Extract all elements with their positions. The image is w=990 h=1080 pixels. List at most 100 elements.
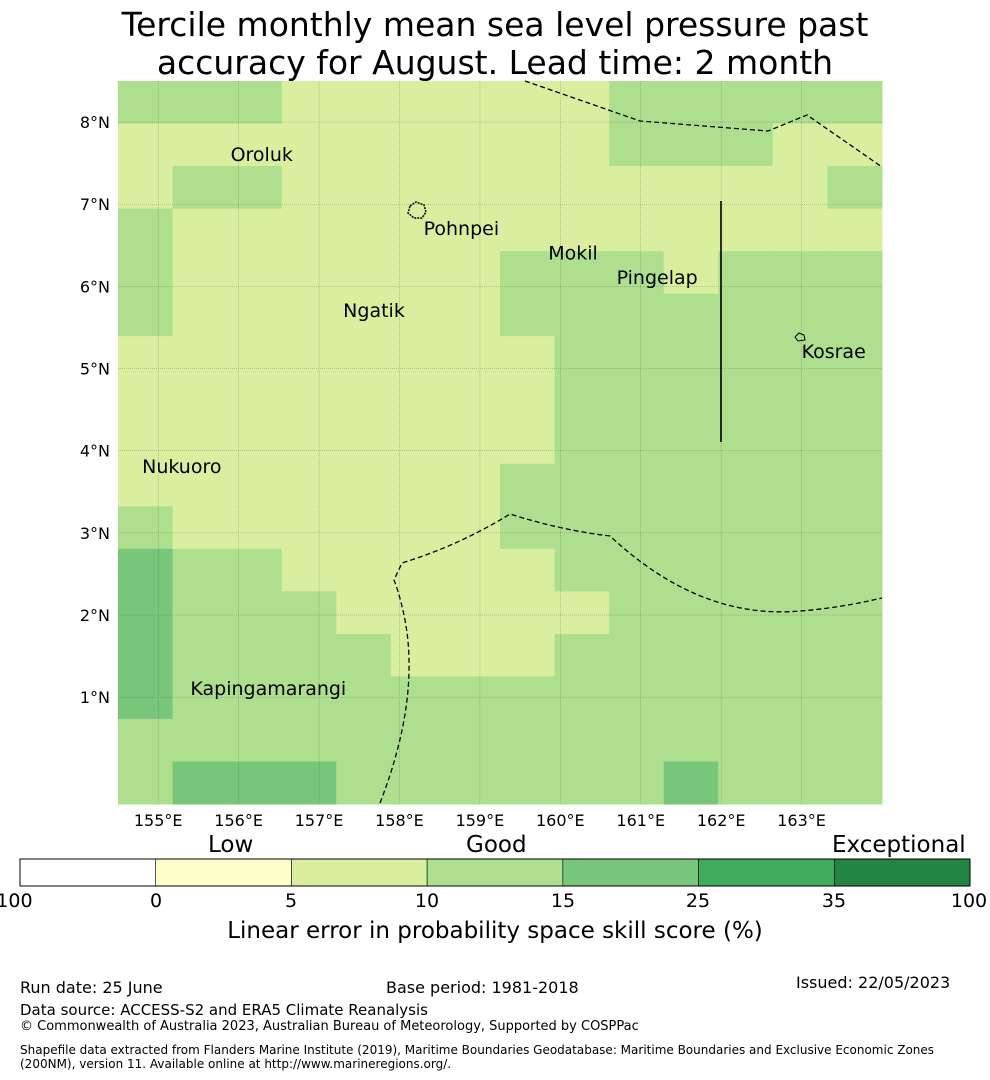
skill-cell	[172, 251, 228, 295]
latitude-tick-labels: 1°N 2°N 3°N 4°N 5°N 6°N 7°N 8°N	[80, 113, 110, 707]
skill-cell	[281, 251, 337, 295]
skill-cell	[445, 421, 501, 465]
skill-cell	[772, 123, 828, 167]
title-line-1: Tercile monthly mean sea level pressure …	[121, 5, 869, 44]
colorbar-segment	[426, 858, 564, 887]
longitude-tick-label: 158°E	[375, 811, 424, 830]
copyright: © Commonwealth of Australia 2023, Austra…	[20, 1019, 639, 1034]
skill-cell	[445, 506, 501, 550]
skill-cell	[663, 718, 719, 762]
skill-cell	[772, 421, 828, 465]
skill-cell	[772, 463, 828, 507]
skill-cell	[827, 81, 883, 125]
skill-cell	[336, 676, 392, 720]
skill-cell	[718, 378, 774, 422]
skill-cell	[500, 208, 556, 252]
skill-cell	[554, 591, 610, 635]
skill-cell	[227, 676, 283, 720]
place-label: Kapingamarangi	[190, 678, 346, 700]
skill-cell	[718, 506, 774, 550]
skill-cell	[172, 676, 228, 720]
skill-cell	[827, 378, 883, 422]
skill-cell	[336, 81, 392, 125]
base-period: Base period: 1981-2018	[386, 978, 579, 997]
skill-cell	[663, 123, 719, 167]
skill-cell	[827, 166, 883, 210]
skill-cell	[554, 81, 610, 125]
skill-cell	[554, 676, 610, 720]
longitude-tick-label: 155°E	[134, 811, 183, 830]
skill-cell	[118, 336, 174, 380]
place-label: Oroluk	[231, 144, 293, 166]
skill-cell	[336, 718, 392, 762]
skill-cell	[445, 718, 501, 762]
skill-cell	[609, 633, 665, 677]
skill-cell	[609, 166, 665, 210]
longitude-tick-labels: 155°E 156°E 157°E 158°E 159°E 160°E 161°E 162°E…	[134, 811, 826, 830]
skill-cell	[390, 251, 446, 295]
skill-cell	[500, 591, 556, 635]
skill-cell	[500, 761, 556, 805]
eez-boundary-south	[379, 513, 883, 804]
skill-cell	[609, 761, 665, 805]
colorbar-tick: 100	[950, 890, 988, 912]
skill-cell	[172, 761, 228, 805]
skill-cell	[445, 463, 501, 507]
skill-cell	[445, 676, 501, 720]
eez-boundaries	[379, 80, 883, 804]
colorbar-tick: 10	[414, 890, 440, 912]
skill-cell	[554, 336, 610, 380]
shapefile-credit-line-2: (200NM), version 11. Available online at…	[20, 1057, 452, 1071]
skill-cell	[390, 591, 446, 635]
longitude-tick-label: 160°E	[536, 811, 585, 830]
skill-cell	[500, 548, 556, 592]
skill-cell	[718, 548, 774, 592]
skill-cell	[500, 251, 556, 295]
skill-cell	[500, 463, 556, 507]
skill-cell	[390, 506, 446, 550]
skill-cell	[227, 633, 283, 677]
skill-cell	[281, 633, 337, 677]
skill-cell	[227, 718, 283, 762]
skill-cell	[609, 293, 665, 337]
skill-cell	[500, 123, 556, 167]
island-outlines	[407, 201, 806, 342]
skill-cell	[227, 166, 283, 210]
colorbar-segment	[698, 858, 835, 887]
latitude-tick-label: 6°N	[80, 277, 110, 296]
skill-cell	[827, 633, 883, 677]
skill-cell	[554, 761, 610, 805]
longitude-tick-label: 162°E	[697, 811, 746, 830]
skill-cell	[172, 123, 228, 167]
latitude-tick-label: 5°N	[80, 360, 110, 379]
skill-cell	[445, 548, 501, 592]
skill-cell	[500, 633, 556, 677]
skill-cell	[500, 378, 556, 422]
skill-cell	[500, 336, 556, 380]
skill-cell	[663, 293, 719, 337]
skill-cell	[663, 591, 719, 635]
longitude-tick-label: 156°E	[214, 811, 263, 830]
skill-cell	[554, 421, 610, 465]
place-label: Kosrae	[802, 341, 866, 363]
skill-cell	[118, 123, 174, 167]
skill-cell	[281, 123, 337, 167]
skill-cell	[281, 378, 337, 422]
skill-cell	[281, 421, 337, 465]
skill-cell	[390, 463, 446, 507]
skill-cell	[172, 378, 228, 422]
skill-cell	[609, 591, 665, 635]
skill-cell	[500, 676, 556, 720]
skill-cell	[500, 718, 556, 762]
colorbar-tick: 0	[149, 890, 163, 912]
map-title: Tercile monthly mean sea level pressure …	[0, 6, 990, 82]
skill-cell	[390, 208, 446, 252]
skill-cell	[609, 421, 665, 465]
skill-cell	[227, 463, 283, 507]
skill-cell	[390, 81, 446, 125]
skill-cell	[118, 166, 174, 210]
skill-cell	[445, 208, 501, 252]
skill-cell	[718, 293, 774, 337]
skill-cell	[336, 123, 392, 167]
skill-cell	[554, 378, 610, 422]
